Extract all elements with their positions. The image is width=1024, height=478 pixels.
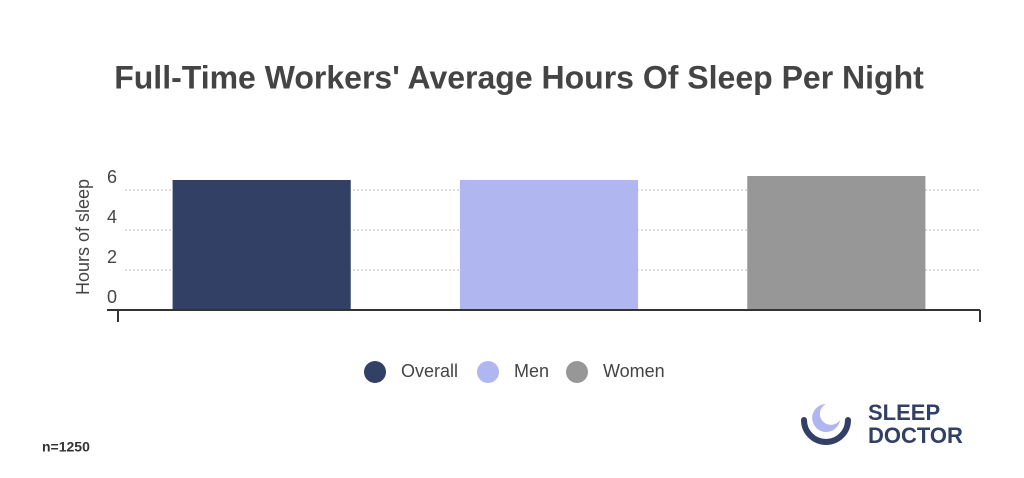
legend-swatch [477, 361, 499, 383]
legend-label: Women [603, 361, 665, 381]
logo-text: DOCTOR [868, 423, 963, 448]
legend-label: Overall [401, 361, 458, 381]
y-tick-label: 2 [107, 247, 117, 267]
y-tick-label: 0 [107, 287, 117, 307]
bar [172, 180, 351, 310]
chart-title: Full-Time Workers' Average Hours Of Slee… [114, 59, 924, 95]
legend-swatch [566, 361, 588, 383]
logo-icon [801, 417, 851, 445]
y-tick-label: 4 [107, 207, 117, 227]
y-tick-label: 6 [107, 167, 117, 187]
legend-swatch [364, 361, 386, 383]
legend-label: Men [514, 361, 549, 381]
bar [459, 180, 639, 310]
bar [747, 176, 926, 310]
footnote: n=1250 [42, 439, 90, 455]
y-axis-label: Hours of sleep [73, 179, 93, 295]
logo: SLEEP DOCTOR [801, 400, 963, 448]
logo-moon [812, 404, 840, 432]
logo-text: SLEEP [868, 400, 940, 425]
